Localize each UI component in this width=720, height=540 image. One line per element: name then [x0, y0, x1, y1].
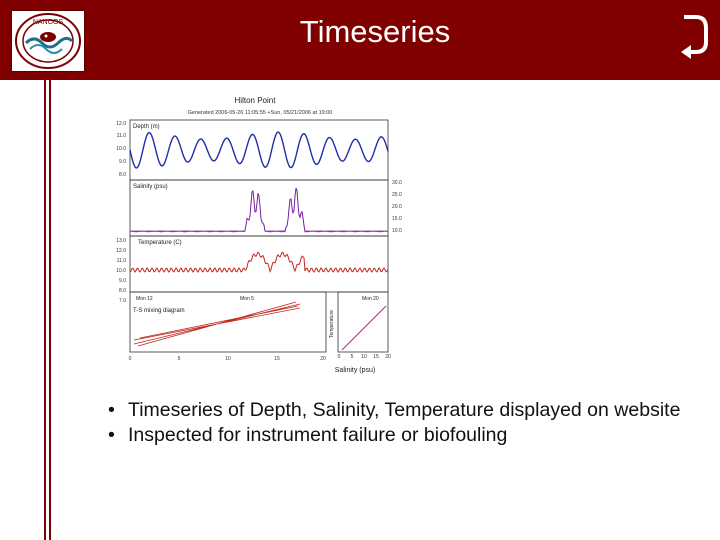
- panel-label-depth: Depth (m): [133, 124, 160, 130]
- figure-subtitle: Generated 2006-05-26 11:05:55 +Sun, 05/2…: [188, 110, 333, 116]
- ts-mixing-line: [133, 301, 301, 347]
- bullet-item: • Inspected for instrument failure or bio…: [108, 424, 508, 446]
- annotation: Mon 20: [362, 296, 379, 302]
- tick-label: 9.0: [119, 159, 126, 165]
- tick-label: 10.0: [116, 146, 126, 152]
- tick-label: 15: [274, 356, 280, 362]
- salinity-panel: [129, 179, 389, 237]
- tick-label: 20: [320, 356, 326, 362]
- tick-label: 5: [178, 356, 181, 362]
- tick-label: 5: [351, 354, 354, 360]
- bullet-dot-icon: •: [108, 399, 115, 421]
- tick-label: 0: [338, 354, 341, 360]
- tick-label: 7.0: [119, 298, 126, 304]
- panel-label-salinity: Salinity (psu): [133, 184, 168, 190]
- tick-label: 13.0: [116, 238, 126, 244]
- tick-label: 20: [385, 354, 391, 360]
- figure-title: Hilton Point: [235, 96, 277, 105]
- ts-small-panel: [337, 291, 389, 353]
- depth-line: [129, 131, 389, 169]
- tick-label: 20.0: [392, 204, 402, 210]
- ts-panel: [129, 291, 327, 353]
- title-banner: [0, 0, 720, 80]
- bullet-item: • Timeseries of Depth, Salinity, Temperat…: [108, 399, 681, 421]
- y-axis-label: Temperature: [329, 310, 335, 338]
- tick-label: 10: [225, 356, 231, 362]
- timeseries-figure: Hilton Point Generated 2006-05-26 11:05:…: [116, 96, 402, 374]
- ts-small-line: [341, 305, 387, 351]
- annotation: Mon 12: [136, 296, 153, 302]
- tick-label: 11.0: [117, 133, 127, 139]
- tick-label: 9.0: [119, 278, 126, 284]
- logo-text: NANOOS: [33, 19, 64, 26]
- tick-label: 10: [361, 354, 367, 360]
- tick-label: 25.0: [392, 192, 402, 198]
- banner-line: [49, 0, 51, 540]
- tick-label: 10.0: [392, 228, 402, 234]
- tick-label: 30.0: [392, 180, 402, 186]
- tick-label: 8.0: [119, 172, 126, 178]
- tick-label: 10.0: [116, 268, 126, 274]
- temperature-line: [129, 251, 389, 273]
- annotation: Mon 5: [240, 296, 254, 302]
- bullet-list: • Timeseries of Depth, Salinity, Temperat…: [108, 398, 700, 448]
- tick-label: 12.0: [116, 121, 126, 127]
- tick-label: 8.0: [119, 288, 126, 294]
- salinity-line: [130, 187, 389, 233]
- tick-label: 12.0: [116, 248, 126, 254]
- tick-label: 11.0: [117, 258, 127, 264]
- banner-line: [44, 0, 46, 540]
- panel-label-temperature: Temperature (C): [138, 240, 182, 246]
- tick-label: 0: [129, 356, 132, 362]
- return-arrow-icon[interactable]: [678, 14, 710, 60]
- bullet-dot-icon: •: [108, 424, 115, 446]
- x-axis-label: Salinity (psu): [335, 367, 375, 374]
- panel-label-ts: T-S mixing diagram: [133, 308, 185, 314]
- tick-label: 15: [373, 354, 379, 360]
- tick-label: 15.0: [392, 216, 402, 222]
- slide-title: Timeseries: [299, 14, 451, 49]
- nanoos-logo: NANOOS: [11, 10, 85, 72]
